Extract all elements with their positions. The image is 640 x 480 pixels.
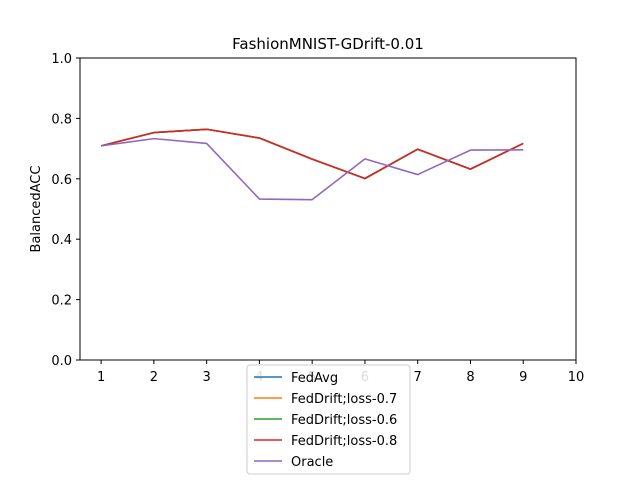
- y-tick-label: 0.8: [51, 112, 72, 127]
- legend-label: FedDrift;loss-0.8: [291, 434, 397, 449]
- y-tick-label: 1.0: [51, 52, 72, 67]
- x-tick-label: 1: [97, 370, 105, 385]
- y-axis: 0.0 0.2 0.4 0.6 0.8 1.0: [51, 52, 80, 369]
- legend: FedAvg FedDrift;loss-0.7 FedDrift;loss-0.6…: [246, 364, 411, 475]
- legend-box: [246, 364, 411, 475]
- legend-label: FedDrift;loss-0.7: [291, 392, 397, 407]
- series-line-1: [100, 128, 524, 180]
- x-tick-label: 9: [519, 370, 527, 385]
- x-tick-label: 7: [414, 370, 422, 385]
- y-tick-label: 0.2: [51, 294, 72, 309]
- chart-title: FashionMNIST-GDrift-0.01: [232, 35, 424, 53]
- series-line-2: [100, 128, 524, 180]
- y-tick-label: 0.4: [51, 233, 72, 248]
- legend-label: FedAvg: [291, 371, 338, 386]
- legend-label: FedDrift;loss-0.6: [291, 413, 397, 428]
- legend-label: Oracle: [291, 455, 333, 470]
- plot-lines: [100, 128, 524, 201]
- x-tick-label: 10: [568, 370, 585, 385]
- plot-frame: [79, 57, 577, 361]
- series-line-3: [100, 128, 524, 180]
- x-tick-label: 2: [150, 370, 158, 385]
- series-line-0: [100, 128, 524, 180]
- x-tick-label: 8: [466, 370, 474, 385]
- y-tick-label: 0.0: [51, 354, 72, 369]
- x-tick-label: 3: [202, 370, 210, 385]
- y-tick-label: 0.6: [51, 173, 72, 188]
- y-axis-label: BalancedACC: [29, 166, 44, 253]
- series-line-4: [100, 137, 524, 201]
